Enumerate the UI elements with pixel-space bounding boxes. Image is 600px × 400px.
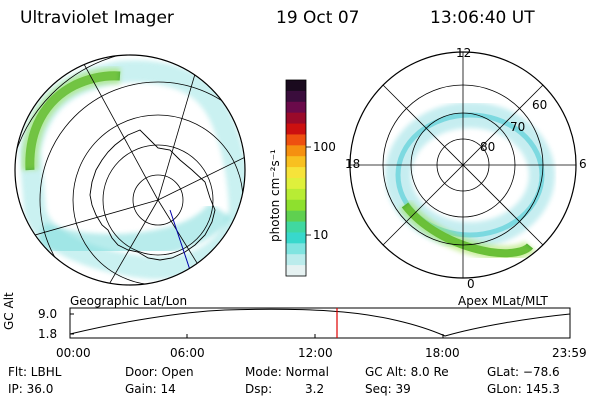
colorbar-segment: [286, 188, 306, 201]
colorbar-segment: [286, 145, 306, 157]
mlt-label-12: 12: [456, 46, 472, 60]
colorbar-segment: [286, 210, 306, 223]
lat-label-60: 60: [532, 98, 548, 112]
lat-label-70: 70: [510, 120, 526, 134]
altitude-ytick-low: 1.8: [38, 327, 58, 341]
time-label: 13:06:40 UT: [430, 8, 535, 28]
colorbar-segment: [286, 232, 306, 244]
colorbar-segment: [286, 178, 306, 190]
xtick-1800: 18:00: [425, 346, 460, 360]
magnetic-caption: Apex MLat/MLT: [458, 294, 548, 308]
colorbar-tick-label-100: 100: [313, 140, 336, 154]
colorbar-segment: [286, 80, 306, 92]
altitude-ylabel: GC Alt: [2, 292, 16, 330]
date-label: 19 Oct 07: [276, 8, 360, 28]
colorbar-segment: [286, 199, 306, 212]
colorbar-segment: [286, 167, 306, 179]
colorbar-segment: [286, 221, 306, 233]
magnetic-map: [349, 51, 577, 279]
mlt-label-0: 0: [467, 277, 475, 291]
glat-status: GLat: −78.6: [487, 365, 560, 379]
xtick-0600: 06:00: [170, 346, 205, 360]
instrument-title: Ultraviolet Imager: [20, 8, 174, 28]
filter-status: Flt: LBHL: [8, 365, 62, 379]
mode-status: Mode: Normal: [245, 365, 329, 379]
dsp-value: 3.2: [305, 382, 325, 396]
seq-status: Seq: 39: [365, 382, 411, 396]
colorbar-tick-label-10: 10: [313, 228, 329, 242]
colorbar-segment: [286, 123, 306, 135]
colorbar: [286, 80, 306, 277]
colorbar-segment: [286, 101, 306, 114]
geographic-caption: Geographic Lat/Lon: [70, 294, 188, 308]
altitude-plot-frame: [69, 307, 571, 339]
colorbar-segment: [286, 265, 306, 277]
glon-status: GLon: 145.3: [487, 382, 560, 396]
colorbar-segment: [286, 156, 306, 168]
colorbar-frame: [285, 79, 307, 277]
mlt-label-6: 6: [579, 157, 587, 171]
xtick-0000: 00:00: [56, 346, 91, 360]
gain-status: Gain: 14: [125, 382, 176, 396]
colorbar-units-label: photon cm⁻²s⁻¹: [268, 149, 282, 242]
door-status: Door: Open: [125, 365, 194, 379]
xtick-1200: 12:00: [298, 346, 333, 360]
lat-label-80: 80: [480, 140, 496, 154]
ip-status: IP: 36.0: [8, 382, 54, 396]
geographic-image: [15, 55, 245, 285]
altitude-ytick-high: 9.0: [38, 307, 58, 321]
mlt-label-18: 18: [345, 157, 361, 171]
dsp-label: Dsp:: [245, 382, 273, 396]
gc-alt-status: GC Alt: 8.0 Re: [365, 365, 449, 379]
colorbar-segment: [286, 243, 306, 255]
xtick-2359: 23:59: [552, 346, 587, 360]
colorbar-segment: [286, 254, 306, 266]
colorbar-segment: [286, 90, 306, 103]
colorbar-segment: [286, 112, 306, 125]
altitude-curve: [69, 308, 571, 337]
colorbar-segment: [286, 134, 306, 146]
